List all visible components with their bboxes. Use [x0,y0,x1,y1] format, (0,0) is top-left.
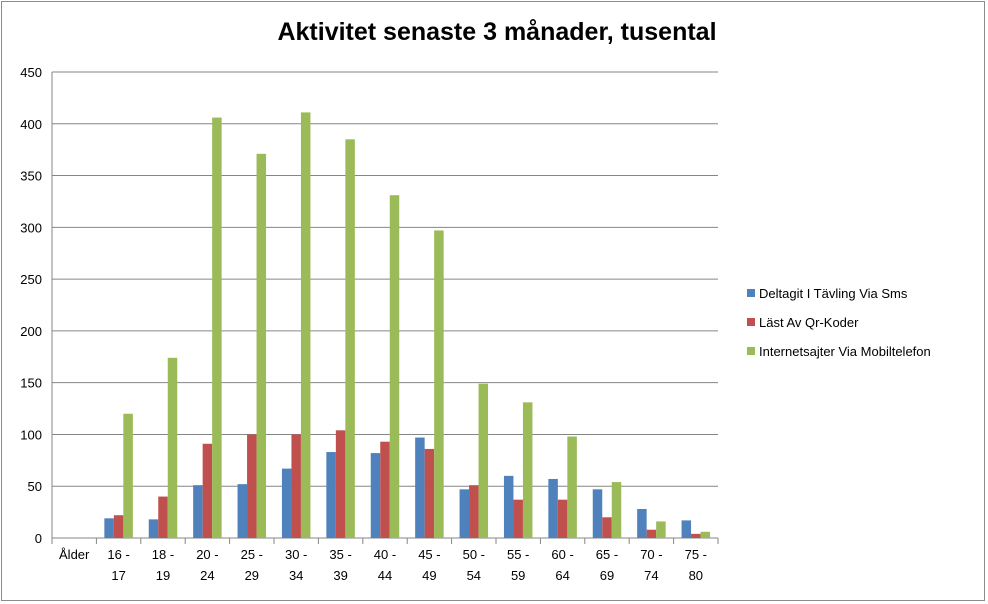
x-tick-label: 49 [422,568,436,583]
bar-3 [656,521,666,538]
bar-2 [291,434,301,538]
bar-2 [513,499,523,538]
x-tick-label: 65 - [596,547,618,562]
y-tick-label: 350 [20,169,42,184]
bar-2 [380,441,390,538]
x-tick-label: 59 [511,568,525,583]
x-tick-label: 25 - [241,547,263,562]
bar-3 [212,117,222,538]
bar-2 [469,485,479,538]
bar-1 [548,478,558,538]
x-tick-label: 74 [644,568,658,583]
y-tick-label: 50 [28,479,42,494]
x-tick-label: 39 [333,568,347,583]
x-tick-label: 20 - [196,547,218,562]
x-tick-label: 24 [200,568,214,583]
bar-1 [326,452,336,538]
bar-2 [691,533,701,538]
x-tick-label: 75 - [685,547,707,562]
x-tick-label: 40 - [374,547,396,562]
x-tick-label: 44 [378,568,392,583]
bar-3 [167,357,178,538]
bar-3 [300,112,311,539]
bar-2 [602,517,612,538]
y-tick-label: 100 [20,427,42,442]
x-tick-label: 55 - [507,547,529,562]
legend-label: Läst Av Qr-Koder [759,315,859,330]
bar-3 [434,230,444,538]
bar-2 [335,430,346,538]
legend-label: Internetsajter Via Mobiltelefon [759,344,931,359]
bar-3 [345,139,355,539]
x-tick-label: 69 [600,568,614,583]
bar-1 [503,475,514,538]
bar-2 [158,496,168,538]
bar-3 [389,195,400,538]
legend-label: Deltagit I Tävling Via Sms [759,286,908,301]
bar-2 [113,515,124,538]
x-tick-label: 19 [156,568,170,583]
x-tick-label: 70 - [640,547,662,562]
x-tick-label: 54 [467,568,481,583]
x-tick-label: 34 [289,568,303,583]
bar-3 [256,153,267,538]
x-tick-label: 30 - [285,547,307,562]
x-tick-label: 45 - [418,547,440,562]
bar-3 [611,482,622,538]
y-tick-label: 250 [20,272,42,287]
x-tick-label: 29 [245,568,259,583]
bar-1 [104,518,114,538]
bar-1 [681,520,692,538]
bar-1 [637,509,647,538]
legend-swatch [747,289,755,297]
bar-3 [123,413,133,538]
chart-title-text: Aktivitet senaste 3 månader, tusental [277,18,717,46]
chart-title: Aktivitet senaste 3 månader, tusental [252,18,742,47]
bar-2 [424,448,435,538]
x-tick-label: Ålder [59,547,90,562]
bar-1 [459,489,470,538]
y-tick-label: 300 [20,220,42,235]
x-tick-label: 17 [111,568,125,583]
bar-1 [193,485,203,538]
x-tick-label: 16 - [107,547,129,562]
x-tick-label: 60 - [551,547,573,562]
bar-1 [148,519,159,538]
bar-3 [522,402,533,538]
y-tick-label: 0 [35,531,42,546]
bar-2 [557,499,568,538]
bar-3 [567,436,577,538]
legend-swatch [747,347,755,355]
x-tick-label: 64 [555,568,569,583]
x-tick-label: 35 - [329,547,351,562]
legend-swatch [747,318,755,326]
y-tick-label: 400 [20,117,42,132]
bar-1 [370,453,381,538]
bar-2 [247,434,257,538]
bar-1 [415,437,425,538]
bar-2 [202,443,213,538]
y-tick-label: 150 [20,376,42,391]
bar-1 [592,489,603,538]
bar-2 [646,529,657,538]
bar-3 [700,531,711,538]
x-tick-label: 18 - [152,547,174,562]
y-tick-label: 200 [20,324,42,339]
y-tick-label: 450 [20,65,42,80]
x-tick-label: 80 [689,568,703,583]
bar-1 [281,468,292,538]
bar-1 [237,484,248,538]
bar-3 [478,383,489,538]
x-tick-label: 50 - [463,547,485,562]
